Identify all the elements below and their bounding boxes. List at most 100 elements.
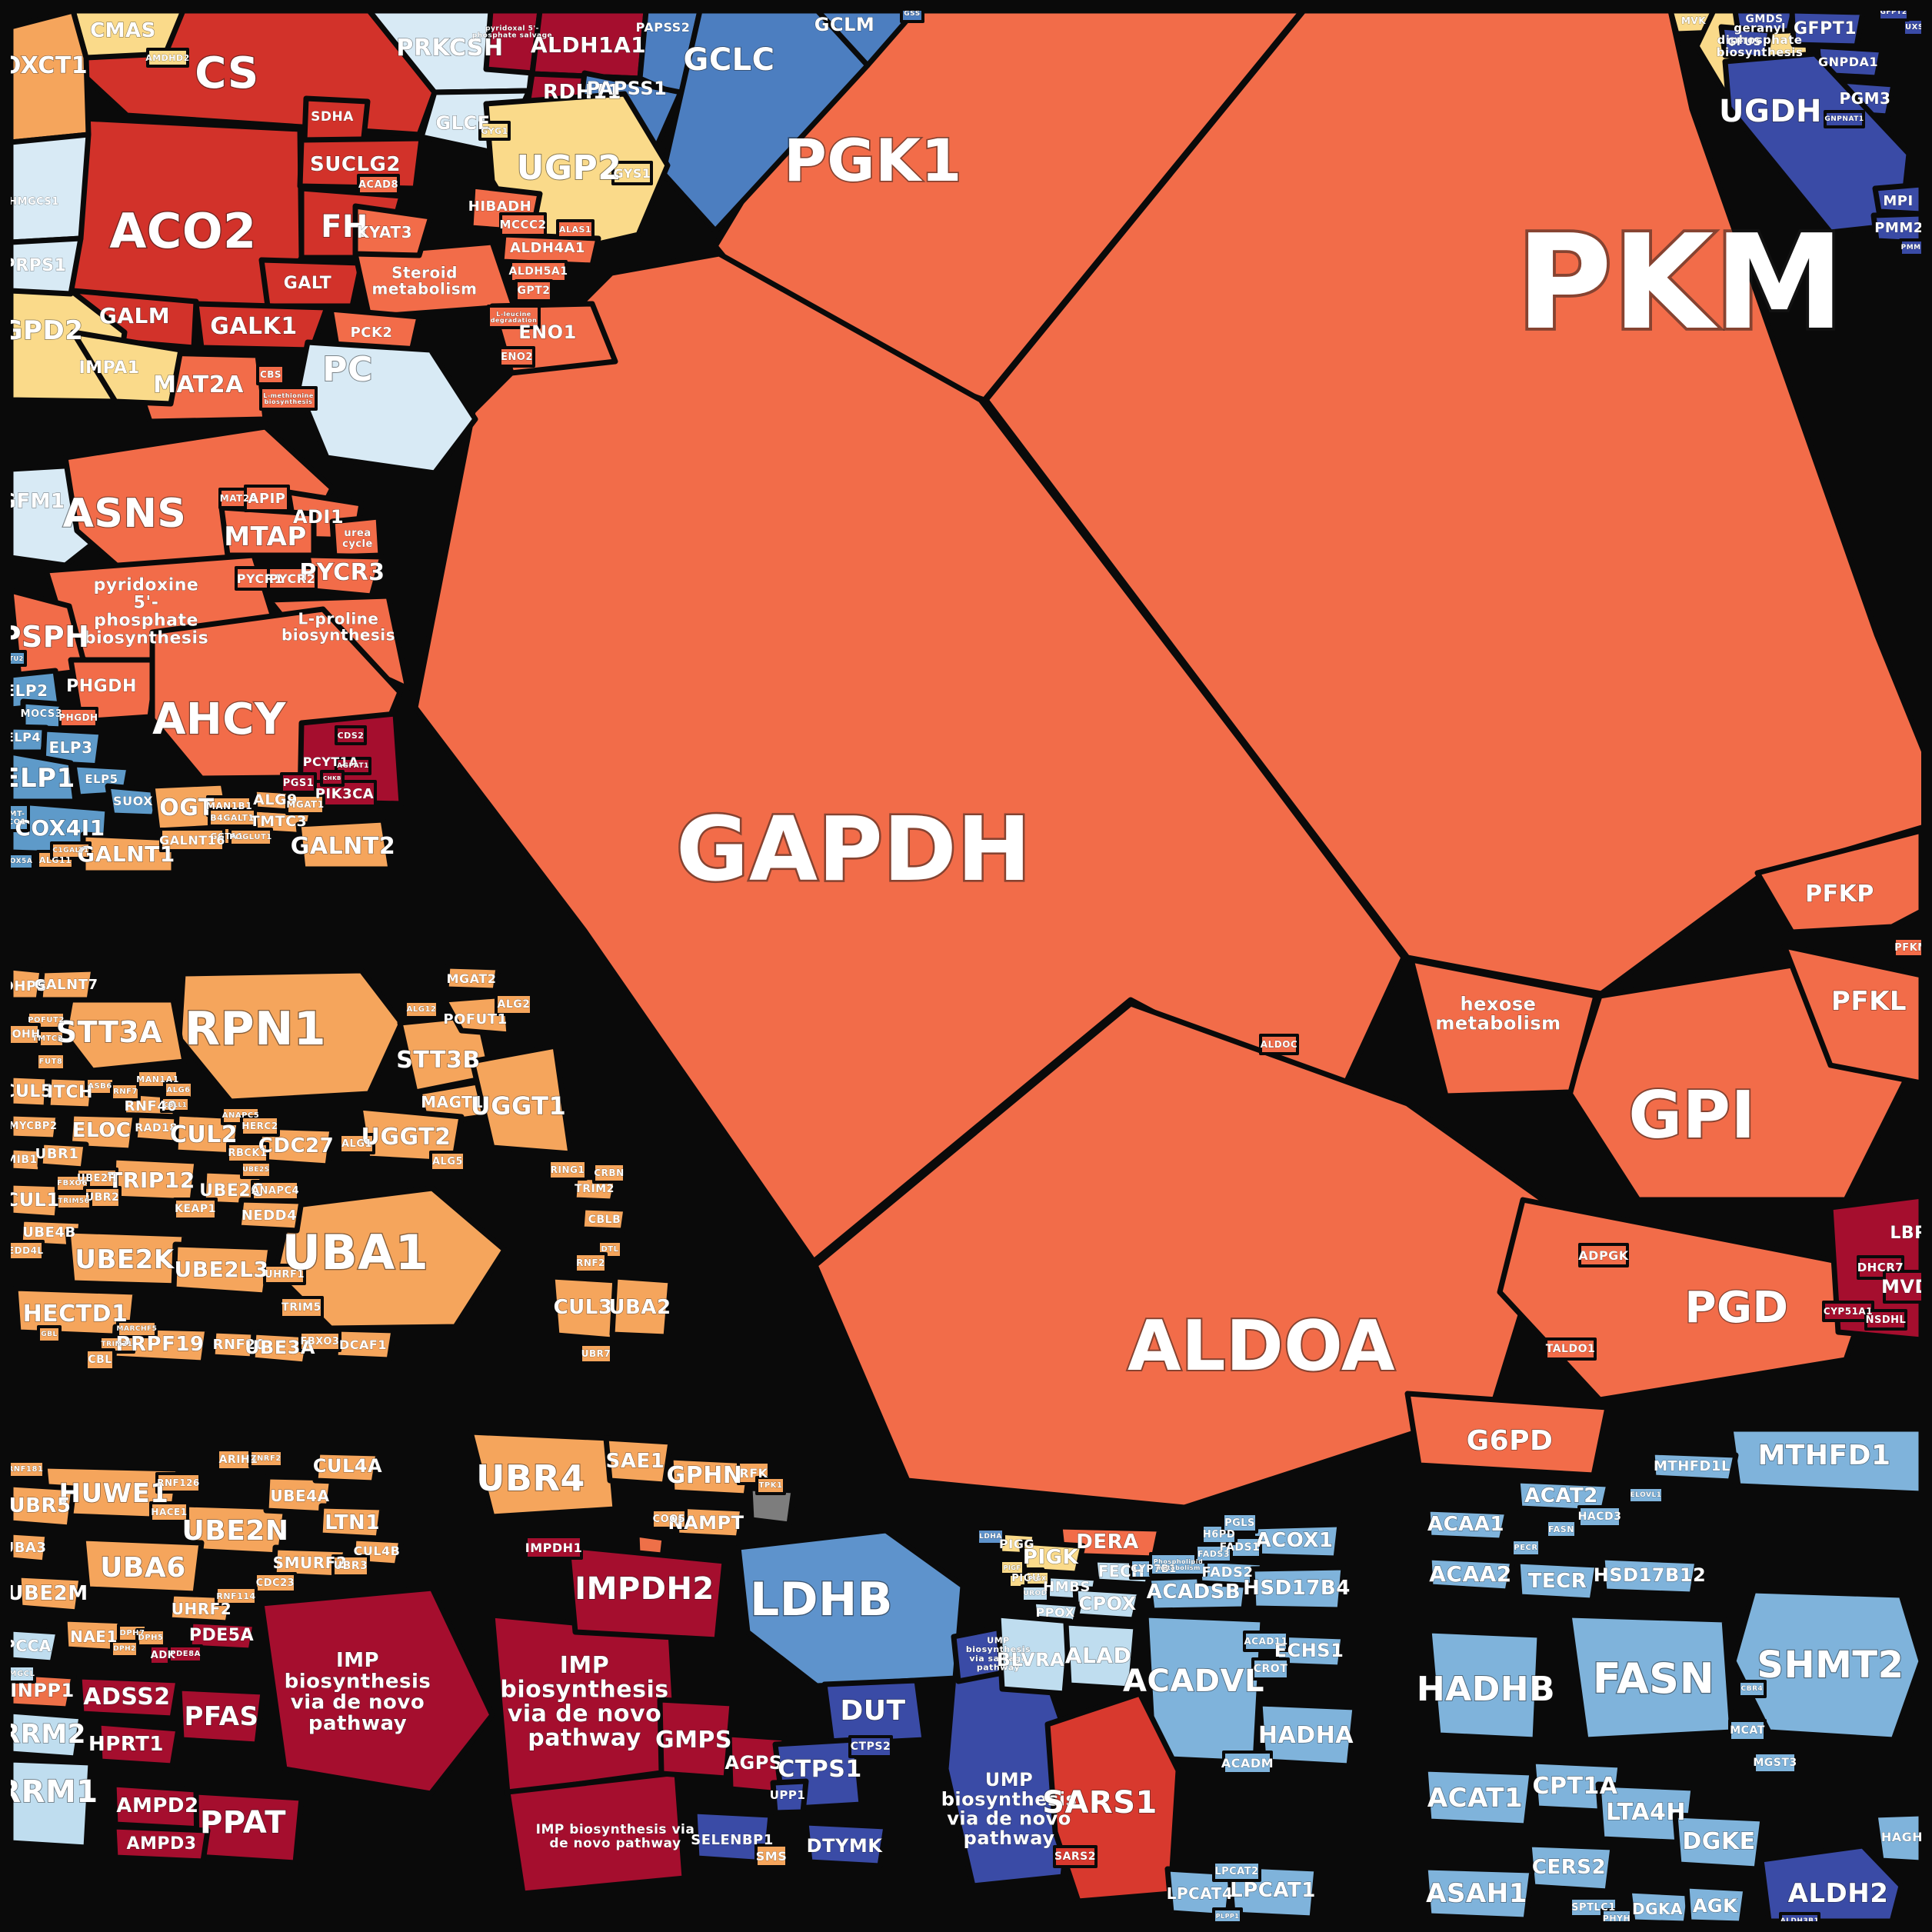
trim5-label: TRIM5 [281,1301,321,1314]
ltn1-label: LTN1 [325,1511,380,1534]
impa1-cell [70,329,184,407]
gphn-label: GPHN [667,1462,743,1489]
uggt1-cell [469,1043,574,1157]
pgls-label: PGLS [1224,1517,1255,1529]
coq5-cell [651,1508,688,1530]
pigx-label: PIGX [1028,1575,1047,1582]
phgdh-label: PHGDH [58,712,98,723]
hace1-label: HACE1 [151,1507,187,1517]
mt--label: MT-CO1 [8,809,26,826]
hexose-cell [1408,957,1599,1099]
gys1-cell [611,161,653,185]
hexose-label: hexose metabolism [1435,993,1561,1034]
inpp1-label: INPP1 [10,1680,74,1701]
adss2-cell [76,1674,182,1721]
impdh1-cell [525,1535,583,1560]
mgat1-label: MGAT1 [286,799,324,810]
imp-cell [258,1585,495,1797]
trip12-label: TRIP12 [108,1168,195,1193]
mccc2-label: MCCC2 [500,218,547,232]
lpcat1-label: LPCAT1 [1230,1879,1316,1902]
ubr2-label: UBR2 [85,1191,120,1204]
pgls-cell [1221,1512,1258,1534]
asb6-label: ASB6 [88,1082,112,1091]
crbn-cell [592,1162,626,1184]
lpcat2-label: LPCAT2 [1214,1866,1258,1877]
smurf2-label: SMURF2 [273,1554,348,1572]
ampd2-label: AMPD2 [116,1794,198,1817]
c1galt1-label: C1GALT1 [52,847,88,854]
rrm2-label: RRM2 [0,1719,86,1750]
cul3-label: CUL3 [554,1296,613,1319]
elp2-label: ELP2 [5,681,48,700]
nae1-label: NAE1 [70,1627,118,1646]
pigk-label: PIGK [1023,1546,1079,1569]
alad-label: ALAD [1065,1643,1131,1668]
cyp51a1-label: CYP51A1 [1824,1306,1873,1317]
cbs-cell [256,364,285,385]
hsd17b4-cell [1249,1564,1347,1613]
pofut1-label: POFUT1 [443,1011,507,1028]
eno2-label: ENO2 [501,351,533,363]
fut8-cell [35,1052,66,1071]
cul4b-label: CUL4B [354,1544,401,1558]
pyridoxine-label: pyridoxine 5'-phosphate biosynthesis [84,575,208,648]
aldh1a1-label: ALDH1A1 [531,32,646,58]
alas1-cell [556,219,595,239]
papss1-label: PAPSS1 [587,78,668,99]
znrf2-label: ZNRF2 [251,1454,281,1463]
rad18-label: RAD18 [135,1122,177,1134]
ubr3-label: UBR3 [334,1560,368,1572]
cbl-label: CBL [88,1354,112,1366]
acad8-cell [357,174,400,195]
pfkp-cell [1754,828,1924,935]
alg2-label: ALG2 [498,998,531,1011]
gmds-label: GMDS [1745,13,1783,25]
cul4a-cell [312,1449,381,1486]
cbll1-label: CBLL1 [164,1101,187,1108]
nsdhl-label: NSDHL [1866,1314,1907,1326]
cdc23-label: CDC23 [256,1577,295,1589]
cul1-label: CUL1 [5,1189,59,1211]
urod-cell [1021,1584,1050,1603]
elovl1-label: ELOVL1 [1631,1491,1662,1499]
amdhd2-cell [146,48,189,68]
poglut1-label: POGLUT1 [229,833,271,841]
phospholipid-label: Phospholipid metabolism [1154,1557,1203,1571]
ube2s-label: UBE2S [242,1166,270,1174]
ube2s-cell [240,1161,272,1179]
gpd2-label: GPD2 [2,315,84,346]
ube3a-cell [249,1329,312,1367]
gpi-label: GPI [1628,1078,1755,1154]
hprt1-cell [95,1720,182,1769]
uxs1-label: UXS1 [1905,23,1930,32]
impdh2-cell [565,1543,728,1643]
dph5-label: DPH5 [138,1634,164,1642]
ctu2-label: CTU2 [4,655,23,662]
sdha-label: SDHA [311,109,354,125]
acadm-cell [1222,1750,1273,1775]
prpf19-label: PRPF19 [115,1333,204,1356]
fbxo6-label: FBXO6 [57,1179,88,1188]
pgk1-label: PGK1 [784,126,962,195]
sae1-label: SAE1 [606,1450,665,1473]
tpk1-label: TPK1 [759,1481,783,1490]
gmps-label: GMPS [655,1727,732,1754]
phospholipid-cell [1149,1552,1208,1577]
itch-label: ITCH [47,1083,93,1102]
crot-label: CROT [1254,1663,1288,1675]
hadhb-cell [1426,1627,1543,1743]
echs1-label: ECHS1 [1274,1640,1344,1661]
c1galt1-cell [50,841,92,860]
dut-cell [821,1677,928,1747]
rnf7-cell [110,1082,141,1101]
aco2-label: ACO2 [109,203,256,259]
papss2-label: PAPSS2 [636,20,691,35]
ube2k-label: UBE2K [75,1244,175,1275]
acat1-cell [1422,1766,1535,1829]
dohh-label: DOHH [3,1028,41,1041]
lpcat2-cell [1212,1860,1261,1882]
cs-label: CS [195,48,258,98]
fads1-label: FADS1 [1220,1541,1261,1554]
gpt2-cell [515,279,553,302]
